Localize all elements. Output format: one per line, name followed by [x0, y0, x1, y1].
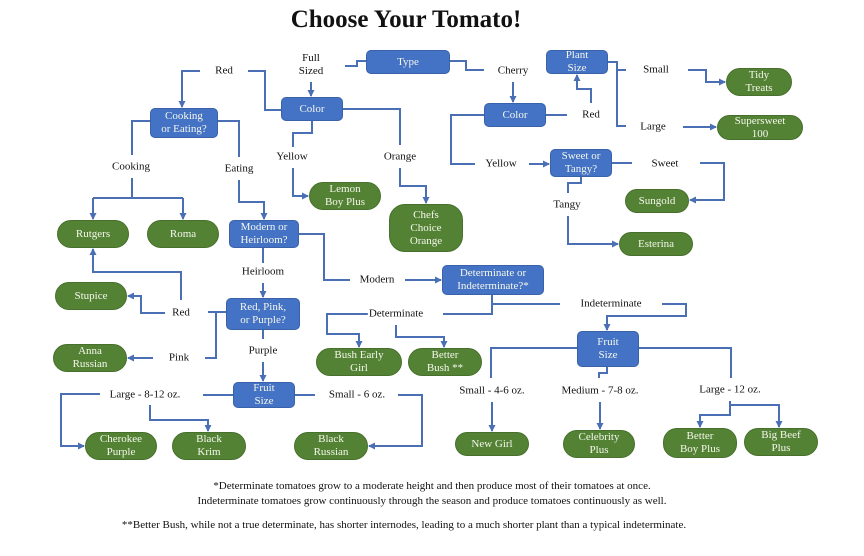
- variety-celebrity-plus: Celebrity Plus: [563, 430, 635, 458]
- connector: [343, 108, 401, 145]
- connector: [567, 177, 582, 193]
- branch-label-cooking: Cooking: [111, 160, 151, 174]
- branch-label-yellow-cherry: Yellow: [484, 157, 518, 171]
- variety-anna-russian: Anna Russian: [53, 344, 127, 372]
- connector: [299, 233, 350, 281]
- connector: [443, 295, 560, 315]
- branch-label-large: Large: [639, 120, 667, 134]
- connector: [127, 292, 165, 314]
- branch-label-large-8-12oz: Large - 8-12 oz.: [108, 388, 182, 402]
- decision-red-pink-purple: Red, Pink, or Purple?: [226, 298, 300, 330]
- connector: [292, 121, 313, 147]
- branch-label-full-sized: Full Sized: [297, 52, 325, 78]
- branch-label-cherry: Cherry: [496, 64, 530, 78]
- branch-label-purple: Purple: [247, 344, 279, 358]
- variety-black-russian: Black Russian: [294, 432, 368, 460]
- footnote-indeterminate: Indeterminate tomatoes grow continuously…: [197, 495, 667, 507]
- branch-label-sweet: Sweet: [650, 157, 680, 171]
- branch-label-pink: Pink: [167, 351, 191, 365]
- decision-determinate-or-indeterminate: Determinate or Indeterminate?*: [442, 265, 544, 295]
- variety-better-boy-plus: Better Boy Plus: [663, 428, 737, 458]
- connector: [178, 70, 200, 108]
- connector: [730, 404, 783, 428]
- variety-better-bush: Better Bush **: [408, 348, 482, 376]
- branch-label-red-cherry: Red: [581, 108, 601, 122]
- connector: [326, 313, 370, 348]
- variety-roma: Roma: [147, 220, 219, 248]
- decision-fruit-size-purple: Fruit Size: [233, 382, 295, 408]
- connector: [248, 70, 281, 111]
- branch-label-yellow: Yellow: [275, 150, 309, 164]
- connector: [688, 69, 726, 86]
- connector: [149, 405, 212, 432]
- decision-type: Type: [366, 50, 450, 74]
- branch-label-small-6oz: Small - 6 oz.: [327, 388, 387, 402]
- decision-cooking-or-eating: Cooking or Eating?: [150, 108, 218, 138]
- footnote-determinate: *Determinate tomatoes grow to a moderate…: [213, 480, 651, 492]
- branch-label-small: Small: [642, 63, 670, 77]
- connector: [603, 303, 687, 331]
- connector: [399, 168, 430, 204]
- variety-tidy-treats: Tidy Treats: [726, 68, 792, 96]
- branch-label-small-4-6oz: Small - 4-6 oz.: [458, 384, 526, 398]
- decision-fruit-size-indeterminate: Fruit Size: [577, 331, 639, 367]
- diagram-title: Choose Your Tomato!: [290, 6, 522, 33]
- variety-rutgers: Rutgers: [57, 220, 129, 248]
- branch-label-eating: Eating: [223, 162, 255, 176]
- variety-cherokee-purple: Cherokee Purple: [85, 432, 157, 460]
- variety-esterina: Esterina: [619, 232, 693, 256]
- branch-label-heirloom: Heirloom: [240, 265, 286, 279]
- branch-label-determinate: Determinate: [367, 307, 425, 321]
- branch-label-medium-7-8oz: Medium - 7-8 oz.: [560, 384, 640, 398]
- branch-label-red-heirloom: Red: [171, 306, 191, 320]
- branch-label-tangy: Tangy: [552, 198, 582, 212]
- connector: [93, 178, 183, 199]
- variety-chefs-choice-orange: Chefs Choice Orange: [389, 204, 463, 252]
- decision-color-cherry: Color: [484, 103, 546, 127]
- variety-sungold: Sungold: [625, 189, 689, 213]
- variety-bush-early-girl: Bush Early Girl: [316, 348, 402, 376]
- branch-label-indeterminate: Indeterminate: [579, 297, 643, 311]
- decision-sweet-or-tangy: Sweet or Tangy?: [550, 149, 612, 177]
- branch-label-orange: Orange: [382, 150, 418, 164]
- branch-label-large-12oz: Large - 12 oz.: [698, 383, 762, 397]
- connector: [205, 311, 226, 359]
- connector: [345, 60, 366, 67]
- variety-lemon-boy-plus: Lemon Boy Plus: [309, 182, 381, 210]
- variety-stupice: Stupice: [55, 282, 127, 310]
- connector: [567, 216, 619, 248]
- decision-plant-size: Plant Size: [546, 49, 608, 74]
- connector: [368, 394, 423, 450]
- decision-modern-or-heirloom: Modern or Heirloom?: [229, 220, 299, 248]
- connector: [608, 61, 626, 127]
- connector: [490, 347, 732, 378]
- decision-color-full-sized: Color: [281, 97, 343, 121]
- variety-black-krim: Black Krim: [172, 432, 246, 460]
- connector: [60, 393, 100, 450]
- connector: [89, 248, 182, 300]
- branch-label-modern: Modern: [358, 273, 396, 287]
- connector: [292, 168, 309, 200]
- connector: [450, 114, 484, 165]
- variety-new-girl: New Girl: [455, 432, 529, 456]
- connector: [131, 120, 150, 155]
- connector: [450, 60, 484, 71]
- branch-label-red: Red: [214, 64, 234, 78]
- connector: [238, 180, 268, 220]
- connector: [218, 120, 240, 157]
- connector: [696, 401, 731, 428]
- variety-supersweet-100: Supersweet 100: [717, 115, 803, 140]
- connector: [689, 162, 725, 204]
- connector: [395, 325, 448, 348]
- variety-big-beef-plus: Big Beef Plus: [744, 428, 818, 456]
- footnote-better-bush: **Better Bush, while not a true determin…: [121, 519, 687, 531]
- connector: [573, 74, 592, 103]
